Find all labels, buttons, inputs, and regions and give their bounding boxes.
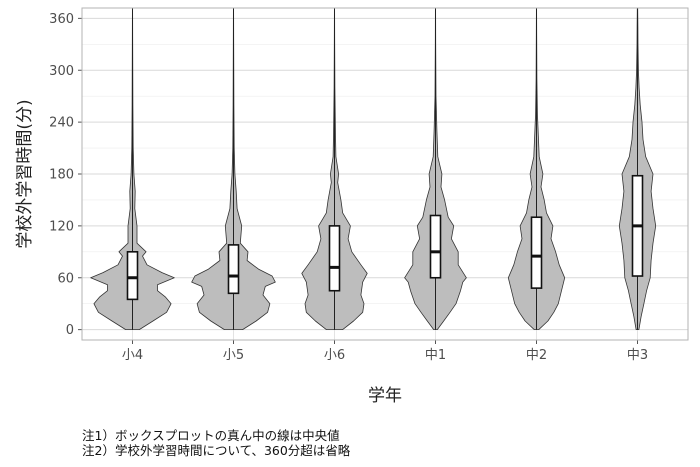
footnote-1: 注1）ボックスプロットの真ん中の線は中央値 (82, 428, 340, 443)
violins (90, 7, 657, 331)
grid-lines (82, 8, 688, 340)
y-tick-label: 240 (49, 116, 74, 131)
y-tick-label: 0 (66, 323, 74, 338)
footnotes: 注1）ボックスプロットの真ん中の線は中央値 注2）学校外学習時間について、360… (82, 428, 350, 458)
plot-panel-border (81, 7, 689, 341)
x-axis-ticks: 小4 小5 小6 中1 中2 中3 (122, 340, 648, 363)
y-tick-label: 300 (49, 64, 74, 79)
x-tick-label: 小5 (223, 348, 244, 363)
violin-chart: 0 60 120 180 240 300 360 小4 小5 小6 中1 中2 中3 学年 学校外学習… (15, 7, 689, 406)
y-tick-label: 180 (49, 168, 74, 183)
y-axis-ticks: 0 60 120 180 240 300 360 (49, 12, 82, 338)
x-tick-label: 中2 (526, 348, 547, 363)
iqr-box (227, 244, 240, 295)
y-tick-label: 360 (49, 12, 74, 27)
x-axis-title: 学年 (368, 386, 402, 406)
iqr-box (429, 214, 442, 279)
iqr-box (530, 216, 543, 289)
x-tick-label: 中1 (425, 348, 446, 363)
iqr-box (126, 251, 139, 301)
x-tick-label: 小4 (122, 348, 143, 363)
x-tick-label: 中3 (627, 348, 648, 363)
y-axis-title: 学校外学習時間(分) (15, 99, 35, 248)
boxplots (126, 8, 644, 330)
x-tick-label: 小6 (324, 348, 345, 363)
footnote-2: 注2）学校外学習時間について、360分超は省略 (82, 443, 351, 458)
iqr-box (328, 225, 341, 292)
y-tick-label: 120 (49, 219, 74, 234)
y-tick-label: 60 (57, 271, 74, 286)
